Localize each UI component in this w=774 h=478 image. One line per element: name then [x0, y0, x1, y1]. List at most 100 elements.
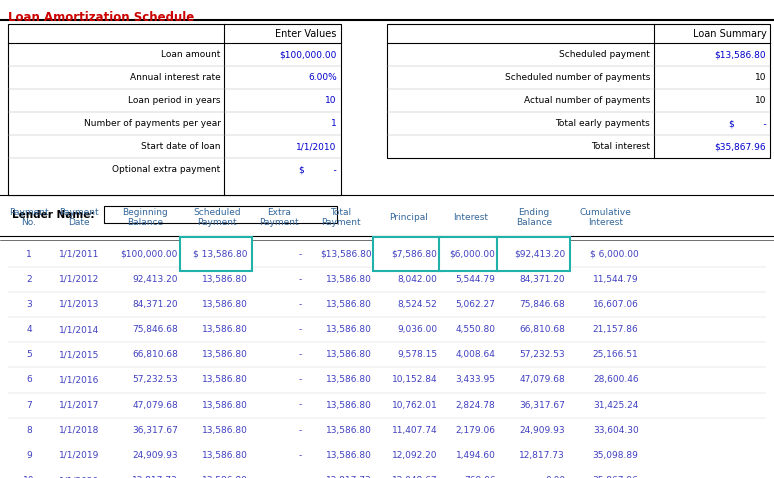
Text: 13,586.80: 13,586.80: [202, 325, 248, 334]
Text: 10: 10: [23, 476, 35, 478]
Text: 5: 5: [26, 350, 32, 359]
Text: Balance: Balance: [516, 217, 552, 227]
Text: 28,600.46: 28,600.46: [593, 375, 639, 384]
Text: 4,008.64: 4,008.64: [455, 350, 495, 359]
Text: 1/1/2020: 1/1/2020: [59, 476, 100, 478]
Text: $ 6,000.00: $ 6,000.00: [590, 250, 639, 259]
Text: 33,604.30: 33,604.30: [593, 426, 639, 435]
Text: 57,232.53: 57,232.53: [132, 375, 178, 384]
Text: Beginning: Beginning: [122, 208, 168, 217]
Text: Extra: Extra: [267, 208, 290, 217]
Text: 13,586.80: 13,586.80: [326, 325, 372, 334]
Text: 9,036.00: 9,036.00: [397, 325, 437, 334]
Text: 12,817.73: 12,817.73: [326, 476, 372, 478]
Text: 47,079.68: 47,079.68: [519, 375, 565, 384]
Text: 24,909.93: 24,909.93: [519, 426, 565, 435]
Text: 6.00%: 6.00%: [308, 74, 337, 82]
Text: Payment: Payment: [197, 217, 237, 227]
Text: Total interest: Total interest: [591, 142, 650, 152]
Text: 12,092.20: 12,092.20: [392, 451, 437, 460]
Text: $ 13,586.80: $ 13,586.80: [194, 250, 248, 259]
Text: Principal: Principal: [389, 213, 428, 222]
Text: 13,586.80: 13,586.80: [326, 401, 372, 410]
Text: 1/1/2011: 1/1/2011: [59, 250, 100, 259]
Text: 8,524.52: 8,524.52: [398, 300, 437, 309]
Text: 4,550.80: 4,550.80: [455, 325, 495, 334]
Text: Loan period in years: Loan period in years: [128, 97, 221, 105]
Text: 1/1/2019: 1/1/2019: [59, 451, 100, 460]
Text: 13,586.80: 13,586.80: [326, 451, 372, 460]
Text: 10,762.01: 10,762.01: [392, 401, 437, 410]
Text: 1: 1: [26, 250, 32, 259]
Text: -: -: [299, 476, 302, 478]
Text: 10: 10: [755, 97, 766, 105]
Text: 13,586.80: 13,586.80: [202, 476, 248, 478]
Text: Date: Date: [69, 217, 90, 227]
Text: $100,000.00: $100,000.00: [121, 250, 178, 259]
Text: 12,048.67: 12,048.67: [392, 476, 437, 478]
Text: $100,000.00: $100,000.00: [279, 50, 337, 59]
Text: 12,817.73: 12,817.73: [519, 451, 565, 460]
Text: 24,909.93: 24,909.93: [132, 451, 178, 460]
FancyBboxPatch shape: [373, 237, 442, 271]
Text: 10,152.84: 10,152.84: [392, 375, 437, 384]
Text: 66,810.68: 66,810.68: [519, 325, 565, 334]
Text: Annual interest rate: Annual interest rate: [130, 74, 221, 82]
Text: 84,371.20: 84,371.20: [132, 300, 178, 309]
Text: 12,817.73: 12,817.73: [132, 476, 178, 478]
Text: No.: No.: [22, 217, 36, 227]
Text: 769.06: 769.06: [464, 476, 495, 478]
Text: 1/1/2015: 1/1/2015: [59, 350, 100, 359]
Text: 1/1/2016: 1/1/2016: [59, 375, 100, 384]
Text: Actual number of payments: Actual number of payments: [524, 97, 650, 105]
Text: 2,179.06: 2,179.06: [455, 426, 495, 435]
FancyBboxPatch shape: [387, 24, 770, 158]
Text: -: -: [299, 350, 302, 359]
Text: 3: 3: [26, 300, 32, 309]
Text: 1: 1: [331, 120, 337, 129]
Text: 25,166.51: 25,166.51: [593, 350, 639, 359]
Text: $35,867.96: $35,867.96: [714, 142, 766, 152]
Text: 13,586.80: 13,586.80: [202, 375, 248, 384]
FancyBboxPatch shape: [104, 206, 337, 223]
Text: 7: 7: [26, 401, 32, 410]
Text: 92,413.20: 92,413.20: [132, 275, 178, 284]
Text: 1/1/2017: 1/1/2017: [59, 401, 100, 410]
Text: 1/1/2018: 1/1/2018: [59, 426, 100, 435]
Text: 75,846.68: 75,846.68: [519, 300, 565, 309]
Text: -: -: [299, 426, 302, 435]
Text: Balance: Balance: [127, 217, 163, 227]
Text: 9,578.15: 9,578.15: [397, 350, 437, 359]
Text: 13,586.80: 13,586.80: [202, 451, 248, 460]
Text: 11,544.79: 11,544.79: [593, 275, 639, 284]
Text: 11,407.74: 11,407.74: [392, 426, 437, 435]
FancyBboxPatch shape: [497, 237, 570, 271]
Text: Scheduled: Scheduled: [193, 208, 241, 217]
Text: 13,586.80: 13,586.80: [202, 426, 248, 435]
Text: Loan Amortization Schedule: Loan Amortization Schedule: [8, 11, 194, 24]
Text: 36,317.67: 36,317.67: [519, 401, 565, 410]
Text: 2: 2: [26, 275, 32, 284]
Text: Payment: Payment: [9, 208, 49, 217]
Text: 21,157.86: 21,157.86: [593, 325, 639, 334]
Text: -: -: [299, 451, 302, 460]
Text: 13,586.80: 13,586.80: [326, 375, 372, 384]
Text: 3,433.95: 3,433.95: [455, 375, 495, 384]
Text: $13,586.80: $13,586.80: [320, 250, 372, 259]
Text: Loan Summary: Loan Summary: [693, 29, 766, 39]
Text: 16,607.06: 16,607.06: [593, 300, 639, 309]
Text: -: -: [299, 275, 302, 284]
Text: $13,586.80: $13,586.80: [714, 50, 766, 59]
Text: -: -: [299, 375, 302, 384]
Text: Cumulative: Cumulative: [580, 208, 632, 217]
Text: -: -: [299, 401, 302, 410]
Text: 13,586.80: 13,586.80: [202, 300, 248, 309]
Text: -: -: [299, 300, 302, 309]
Text: Loan amount: Loan amount: [161, 50, 221, 59]
Text: 10: 10: [755, 74, 766, 82]
Text: Number of payments per year: Number of payments per year: [84, 120, 221, 129]
Text: 1/1/2014: 1/1/2014: [59, 325, 100, 334]
Text: 13,586.80: 13,586.80: [326, 426, 372, 435]
Text: $6,000.00: $6,000.00: [450, 250, 495, 259]
Text: 1/1/2013: 1/1/2013: [59, 300, 100, 309]
